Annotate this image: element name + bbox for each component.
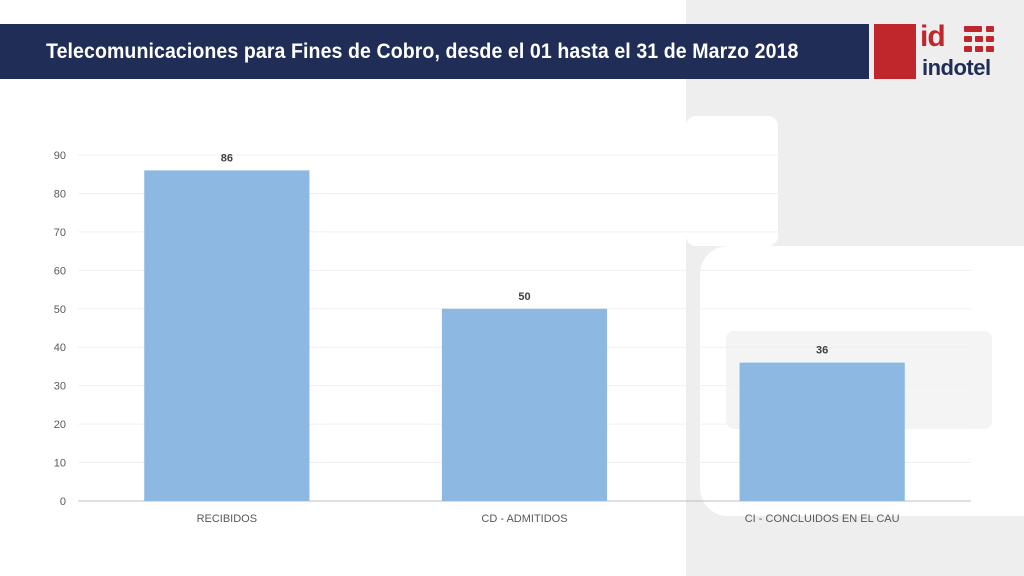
bar: [739, 362, 905, 501]
background-shape: [686, 116, 778, 246]
x-category-label: CD - ADMITIDOS: [481, 513, 567, 525]
logo-wordmark: indotel: [922, 55, 991, 80]
y-tick-label: 50: [54, 304, 66, 316]
y-tick-label: 20: [54, 419, 66, 431]
data-label: 86: [221, 152, 233, 164]
y-tick-label: 80: [54, 188, 66, 200]
title-bar: Telecomunicaciones para Fines de Cobro, …: [0, 24, 869, 79]
logo-mark: id: [920, 20, 946, 53]
bar: [441, 308, 608, 501]
indotel-logo: id indotel: [920, 20, 1004, 84]
y-tick-label: 60: [54, 265, 66, 277]
x-category-label: RECIBIDOS: [197, 513, 258, 525]
logo-grid-icon: [964, 26, 1000, 52]
data-label: 50: [518, 291, 530, 303]
y-tick-label: 30: [54, 381, 66, 393]
y-tick-label: 40: [54, 342, 66, 354]
y-tick-label: 10: [54, 458, 66, 470]
page-title: Telecomunicaciones para Fines de Cobro, …: [46, 39, 799, 63]
data-label: 36: [816, 345, 828, 357]
y-tick-label: 70: [54, 227, 66, 239]
logo-accent-block: [874, 24, 916, 79]
x-category-label: CI - CONCLUIDOS EN EL CAU: [745, 513, 900, 525]
y-tick-label: 0: [60, 496, 66, 508]
y-tick-label: 90: [54, 150, 66, 162]
bar: [144, 170, 310, 501]
